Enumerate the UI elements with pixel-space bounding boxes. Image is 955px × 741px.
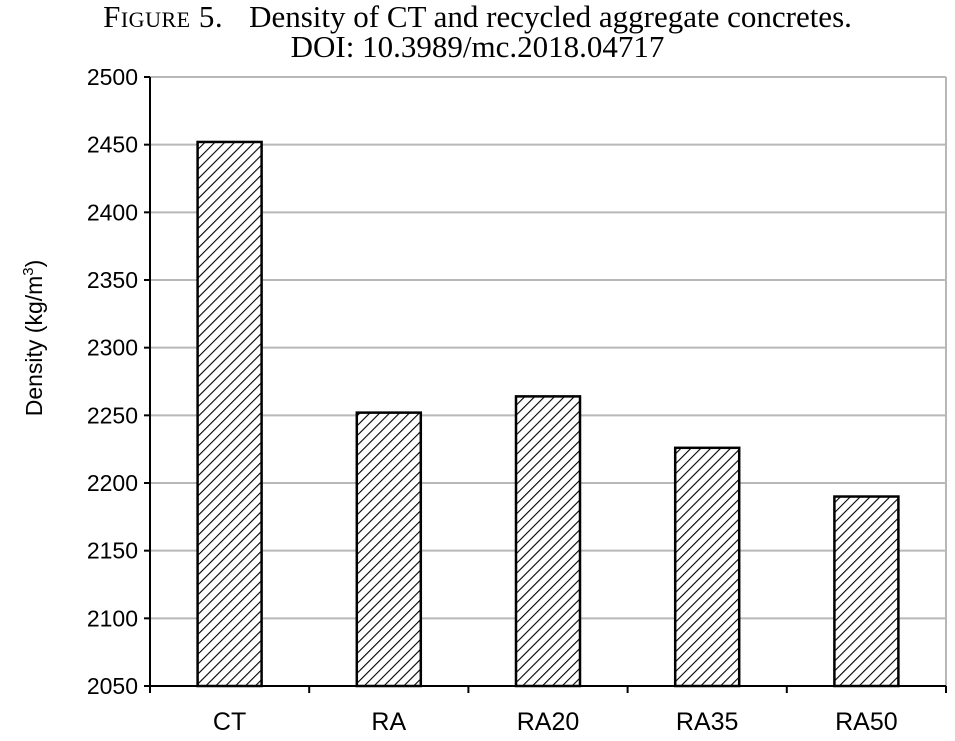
axes [144,76,947,693]
y-tick-label: 2350 [87,267,138,293]
bar-ra35 [673,446,741,688]
y-axis-label-superscript: 3 [20,267,37,275]
y-tick-label: 2300 [87,335,138,361]
y-tick-labels: 2050 2100 2150 2200 2250 2300 2350 2400 2450 2500 [87,64,138,699]
x-tick-labels: CT RA RA20 RA35 RA50 [213,708,898,736]
y-tick-label: 2450 [87,132,138,158]
y-tick-label: 2250 [87,402,138,428]
y-tick-label: 2050 [87,673,138,699]
y-tick-label: 2150 [87,538,138,564]
caption-text: Density of CT and recycled aggregate con… [249,0,852,34]
bar-ra [355,411,423,688]
caption-doi: DOI: 10.3989/mc.2018.04717 [290,29,665,64]
bar-ct [196,140,263,688]
x-tick-label: RA35 [676,708,739,736]
bar-ra20 [514,395,582,688]
y-axis-label: Density (kg/m3) [20,260,47,417]
caption-line-1: Figure 5. Density of CT and recycled aggr… [0,0,955,34]
y-tick-label: 2500 [87,64,138,90]
bars [196,140,900,688]
y-tick-label: 2400 [87,199,138,225]
x-tick-label: RA [371,708,406,736]
y-tick-label: 2200 [87,470,138,496]
x-tick-label: CT [213,708,246,736]
y-tick-label: 2100 [87,605,138,631]
x-tick-label: RA50 [835,708,898,736]
x-tick-label: RA20 [517,708,580,736]
bar-ra50 [833,495,900,688]
figure-label: Figure 5. [103,0,224,34]
figure-caption: Figure 5. Density of CT and recycled aggr… [0,0,955,62]
